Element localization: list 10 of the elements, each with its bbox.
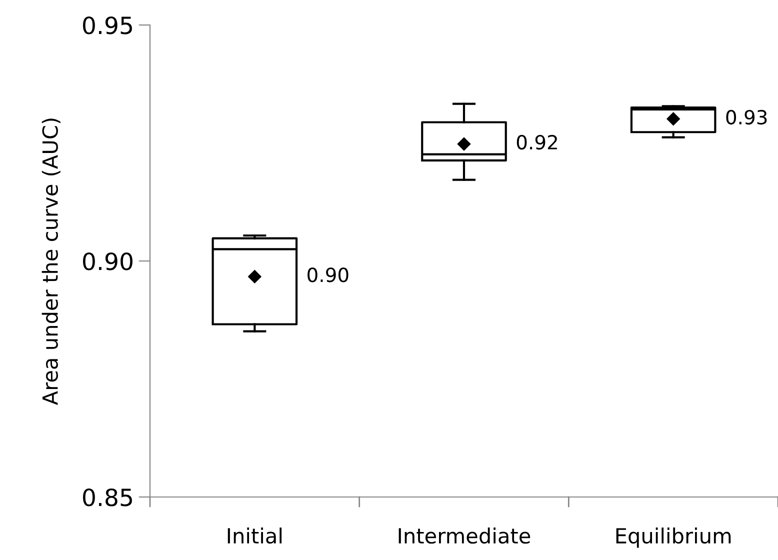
y-tick-label: 0.95 [83, 16, 132, 34]
text: 0.93 [726, 110, 767, 125]
x-tick-label: Initial [228, 528, 282, 544]
x-tick-label: Intermediate [398, 528, 530, 544]
y-tick-label: 0.85 [83, 488, 132, 506]
text: 0.92 [516, 134, 557, 150]
y-axis-title: Area under the curve (AUC) [42, 118, 60, 405]
x-tick-label: Equilibrium [616, 528, 731, 548]
y-tick-label: 0.90 [83, 252, 132, 270]
text: 0.90 [308, 268, 348, 282]
